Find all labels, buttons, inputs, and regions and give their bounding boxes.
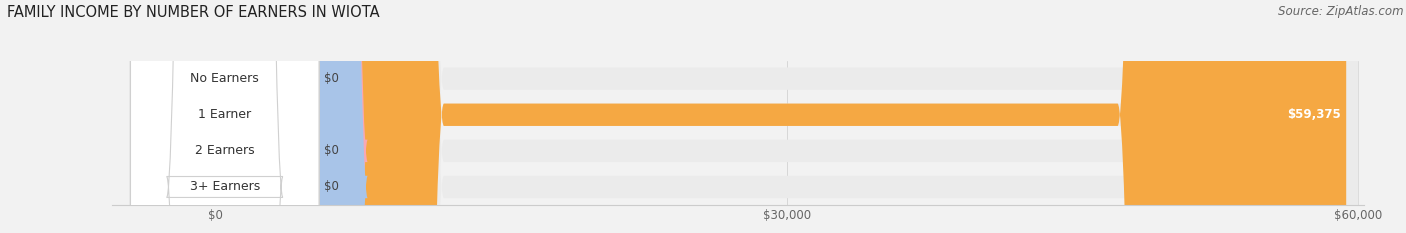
Text: FAMILY INCOME BY NUMBER OF EARNERS IN WIOTA: FAMILY INCOME BY NUMBER OF EARNERS IN WI… <box>7 5 380 20</box>
FancyBboxPatch shape <box>215 0 1358 233</box>
FancyBboxPatch shape <box>155 0 368 233</box>
FancyBboxPatch shape <box>215 0 1346 233</box>
FancyBboxPatch shape <box>215 0 1358 233</box>
FancyBboxPatch shape <box>155 0 368 233</box>
Text: $0: $0 <box>323 144 339 157</box>
Text: 1 Earner: 1 Earner <box>198 108 252 121</box>
FancyBboxPatch shape <box>215 0 1358 233</box>
Text: $0: $0 <box>323 181 339 193</box>
Text: $0: $0 <box>323 72 339 85</box>
FancyBboxPatch shape <box>131 0 319 233</box>
Text: $59,375: $59,375 <box>1286 108 1340 121</box>
FancyBboxPatch shape <box>215 0 1358 233</box>
Text: 2 Earners: 2 Earners <box>195 144 254 157</box>
FancyBboxPatch shape <box>155 0 368 233</box>
Text: 3+ Earners: 3+ Earners <box>190 181 260 193</box>
Text: Source: ZipAtlas.com: Source: ZipAtlas.com <box>1278 5 1403 18</box>
FancyBboxPatch shape <box>131 0 319 233</box>
FancyBboxPatch shape <box>131 0 319 233</box>
FancyBboxPatch shape <box>131 0 319 233</box>
Text: No Earners: No Earners <box>190 72 259 85</box>
